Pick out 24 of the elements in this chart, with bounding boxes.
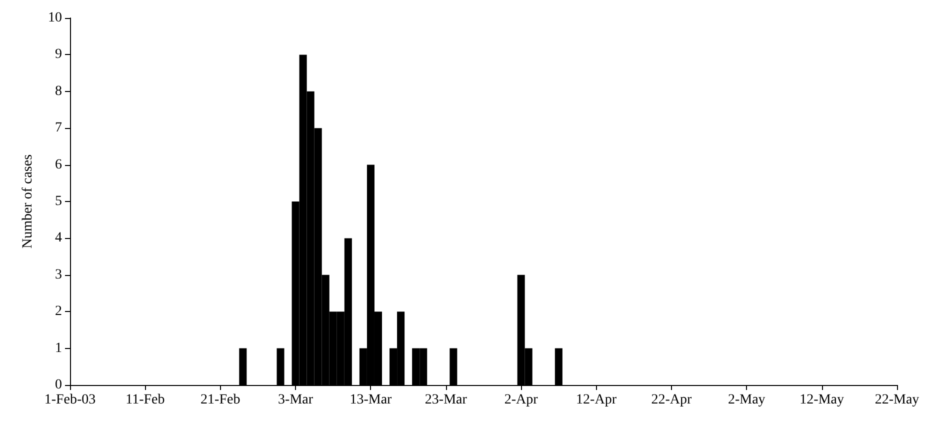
y-tick-label: 9 [55, 47, 62, 62]
y-tick-label: 0 [55, 378, 62, 392]
y-tick-label: 3 [55, 267, 62, 282]
y-axis-title: Number of cases [20, 154, 36, 249]
x-tick-label: 2-May [728, 392, 766, 408]
x-tick-label: 2-Apr [504, 392, 538, 408]
x-tick-label: 22-May [874, 392, 920, 408]
x-tick-label: 11-Feb [126, 392, 165, 408]
x-tick-label: 21-Feb [200, 392, 240, 408]
x-tick-label: 13-Mar [350, 392, 392, 408]
y-tick-label: 6 [55, 157, 62, 172]
y-tick-label: 10 [48, 10, 62, 26]
y-tick-label: 5 [55, 194, 62, 209]
y-tick-label: 4 [55, 230, 62, 246]
x-tick-label: 22-Apr [651, 392, 692, 408]
x-tick-label: 1-Feb-03 [44, 392, 96, 408]
x-tick-label: 23-Mar [424, 392, 468, 408]
y-tick-label: 1 [55, 340, 62, 356]
x-tick-label: 3-Mar [278, 392, 314, 408]
y-tick-label: 7 [55, 120, 62, 136]
x-tick-label: 12-May [800, 392, 844, 408]
y-tick-label: 2 [55, 304, 62, 320]
x-tick-label: 12-Apr [576, 392, 617, 408]
y-tick-label: 8 [55, 84, 62, 99]
